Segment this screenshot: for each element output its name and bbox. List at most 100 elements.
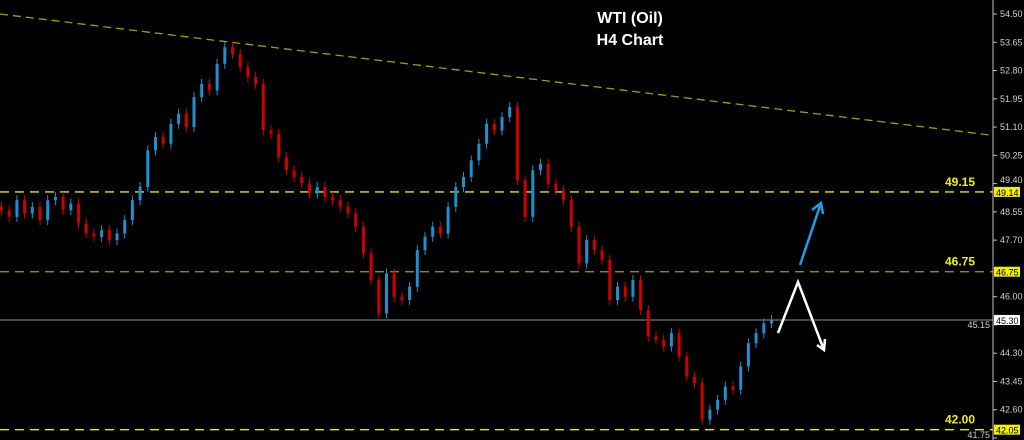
level-label: 49.15: [945, 175, 975, 189]
candle-body: [369, 253, 373, 281]
y-tick-label: 44.30: [1000, 348, 1023, 358]
candle-body: [754, 333, 758, 344]
y-tick-label: 41.75: [967, 430, 990, 440]
candle-body: [385, 273, 388, 314]
candle-body: [100, 230, 104, 237]
candle-body: [400, 296, 404, 300]
level-price-tag: [994, 186, 1020, 197]
candle-body: [38, 206, 42, 221]
candle-body: [177, 113, 181, 124]
candle-body: [454, 186, 458, 207]
level-price-tag-text: 42.05: [996, 426, 1019, 436]
level-label: 46.75: [945, 255, 975, 269]
candle-body: [492, 123, 496, 131]
y-tick-label: 49.40: [1000, 175, 1023, 185]
candle-body: [200, 83, 204, 98]
candle-body: [61, 196, 65, 211]
candle-body: [585, 240, 589, 264]
candle-body: [292, 170, 296, 177]
candle-body: [154, 137, 157, 151]
y-tick-label: 47.70: [1000, 235, 1023, 245]
candle-body: [693, 376, 696, 384]
candle-body: [716, 399, 720, 410]
candle-body: [438, 226, 442, 234]
candle-body: [161, 137, 165, 144]
candle-body: [639, 280, 643, 310]
candle-body: [53, 196, 57, 201]
y-tick-label: 42.60: [1000, 405, 1023, 415]
candle-body: [423, 236, 427, 251]
candle-body: [300, 176, 304, 184]
candle-body: [662, 339, 666, 347]
current-price-tag-text: 45.30: [996, 316, 1019, 326]
candle-body: [500, 117, 504, 131]
candle-body: [0, 206, 3, 211]
level-label: 42.00: [945, 413, 975, 427]
candle-body: [69, 203, 73, 211]
candle-body: [169, 123, 173, 144]
candle-body: [723, 386, 727, 400]
candle-body: [508, 107, 512, 118]
candle-body: [361, 226, 365, 254]
level-price-tag: [994, 266, 1020, 277]
candle-body: [770, 319, 773, 324]
candle-body: [331, 196, 335, 201]
candle-body: [477, 143, 481, 161]
y-tick-label: 54.50: [1000, 9, 1023, 19]
candle-body: [30, 206, 34, 214]
candle-body: [731, 386, 735, 390]
candle-body: [130, 200, 134, 221]
candle-body: [277, 133, 281, 157]
level-price-tag-text: 49.14: [996, 188, 1019, 198]
candle-body: [469, 160, 473, 177]
level-price-tag-text: 46.75: [996, 268, 1019, 278]
candle-body: [531, 170, 535, 217]
y-tick-label: 48.55: [1000, 207, 1023, 217]
y-tick-label: 53.65: [1000, 37, 1023, 47]
candle-body: [431, 226, 435, 237]
candle-body: [269, 130, 273, 134]
candle-body: [261, 83, 265, 131]
candle-body: [207, 83, 211, 91]
arrow-down-icon: [776, 278, 827, 353]
candle-body: [215, 63, 219, 91]
arrow-up-icon: [798, 200, 825, 266]
candle-body: [554, 183, 558, 191]
candle-body: [569, 200, 573, 227]
candle-body: [546, 163, 550, 184]
candle-body: [123, 220, 127, 234]
candle-body: [592, 240, 596, 251]
candle-body: [223, 47, 227, 64]
candle-body: [284, 156, 288, 171]
candle-body: [392, 273, 396, 297]
candle-body: [354, 213, 358, 227]
candle-body: [485, 123, 489, 144]
candle-body: [323, 186, 327, 197]
candle-body: [7, 210, 11, 217]
candle-body: [246, 67, 250, 78]
candle-body: [677, 333, 681, 357]
candle-body: [238, 53, 242, 68]
chart-title: WTI (Oil): [597, 10, 663, 27]
y-tick-label: 50.25: [1000, 150, 1023, 160]
candle-body: [608, 260, 612, 300]
candle-body: [115, 233, 119, 241]
candle-body: [616, 286, 619, 300]
chart-subtitle: H4 Chart: [596, 32, 664, 49]
y-tick-label: 51.10: [1000, 122, 1023, 132]
candle-body: [646, 309, 650, 337]
current-price-tag: [994, 314, 1020, 325]
candle-body: [184, 113, 188, 128]
y-tick-label: 46.00: [1000, 292, 1023, 302]
candle-body: [762, 323, 766, 334]
candle-body: [539, 163, 542, 171]
candle-body: [138, 186, 142, 201]
candle-body: [254, 77, 258, 84]
candle-body: [346, 206, 350, 214]
candle-body: [308, 183, 311, 194]
candle-body: [708, 409, 712, 420]
y-tick-label: 45.15: [967, 320, 990, 330]
candle-body: [77, 203, 80, 224]
